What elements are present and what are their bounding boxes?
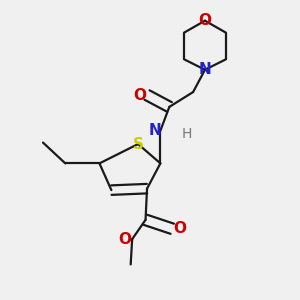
Text: O: O — [118, 232, 131, 247]
Text: O: O — [173, 221, 186, 236]
Text: O: O — [199, 13, 212, 28]
Text: N: N — [149, 123, 161, 138]
Text: O: O — [133, 88, 146, 103]
Text: S: S — [133, 136, 144, 152]
Text: H: H — [181, 127, 192, 141]
Text: N: N — [199, 62, 212, 77]
